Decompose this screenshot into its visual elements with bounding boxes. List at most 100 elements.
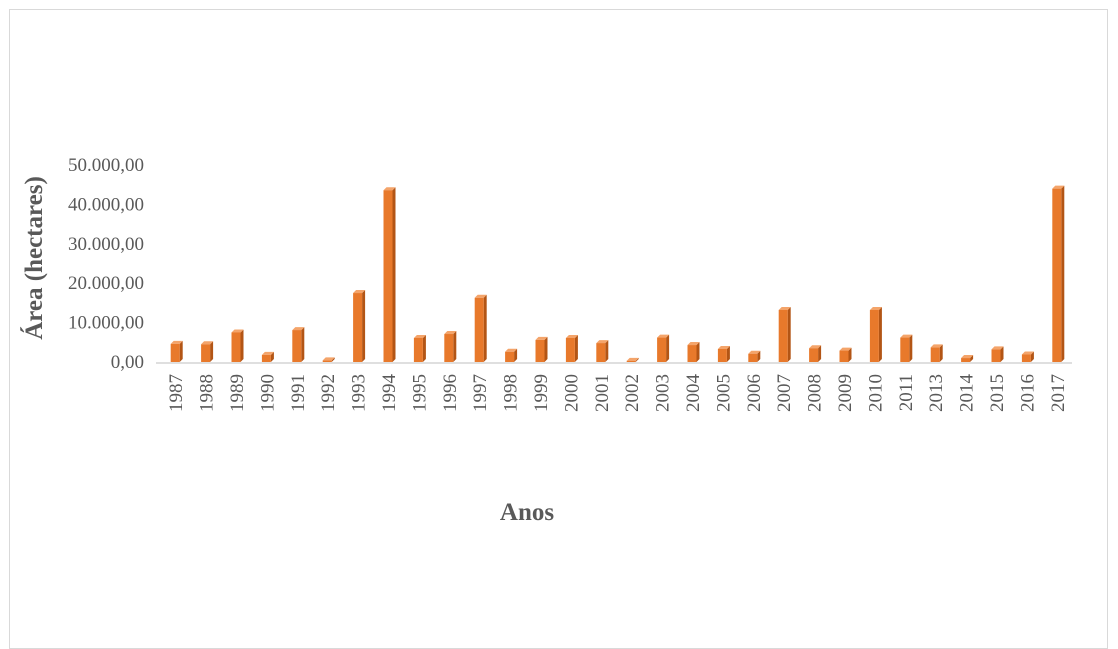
bar-top (1021, 351, 1034, 355)
x-tick-label: 1996 (440, 374, 461, 412)
x-tick-label: 2007 (774, 374, 795, 412)
x-tick-label: 1998 (501, 374, 522, 412)
y-axis-title: Área (hectares) (20, 176, 48, 340)
bar-top (839, 347, 852, 351)
x-axis-title: Anos (500, 499, 554, 526)
chart-frame (9, 9, 1108, 649)
x-tick-label: 2002 (622, 374, 643, 412)
x-tick-label: 2016 (1017, 374, 1038, 412)
bar-2003 (657, 334, 670, 362)
bar-front (1021, 354, 1031, 362)
y-tick-label: 40.000,00 (68, 194, 144, 215)
x-tick-label: 1999 (531, 374, 552, 412)
bar-1990 (261, 351, 274, 362)
bar-2011 (900, 334, 913, 362)
x-tick-label: 2014 (957, 374, 978, 413)
bar-side (635, 357, 639, 362)
bar-1987 (170, 340, 183, 362)
bar-front (444, 334, 454, 362)
bar-1988 (201, 341, 214, 362)
bar-side (240, 329, 244, 362)
bar-top (930, 344, 943, 348)
bar-side (270, 351, 274, 362)
bar-side (179, 340, 183, 362)
bar-front (474, 297, 484, 362)
bar-side (362, 290, 366, 362)
bar-2000 (565, 334, 578, 362)
bar-front (687, 345, 697, 362)
bar-2013 (930, 344, 943, 362)
bar-top (322, 357, 335, 361)
x-tick-label: 2005 (713, 374, 734, 412)
bar-top (292, 327, 305, 331)
bar-top (231, 329, 244, 333)
bar-top (413, 334, 426, 338)
x-tick-label: 1988 (197, 374, 218, 412)
bar-top (170, 340, 183, 344)
bar-top (961, 355, 974, 359)
bar-side (818, 345, 822, 362)
bar-2016 (1021, 351, 1034, 362)
x-tick-label: 1995 (409, 374, 430, 412)
bar-side (666, 334, 670, 362)
bar-front (505, 351, 515, 362)
x-tick-label: 1991 (288, 374, 309, 412)
bar-front (657, 337, 667, 362)
bar-2001 (596, 340, 609, 362)
bar-side (301, 327, 305, 362)
y-axis-title-group: Área (hectares) (20, 176, 48, 340)
bar-side (696, 342, 700, 362)
bar-side (909, 334, 913, 362)
y-tick-label: 30.000,00 (68, 234, 144, 255)
x-tick-label: 2003 (653, 374, 674, 412)
bar-top (353, 290, 366, 294)
bar-top (261, 351, 274, 355)
x-tick-label: 1993 (349, 374, 370, 412)
bar-1999 (535, 336, 548, 362)
bar-front (717, 348, 727, 362)
bar-front (869, 309, 879, 362)
bar-front (778, 309, 788, 362)
bar-front (322, 360, 332, 362)
bar-front (748, 353, 758, 362)
bar-top (778, 306, 791, 310)
bar-side (483, 294, 487, 362)
bar-front (626, 360, 636, 362)
bar-2004 (687, 342, 700, 362)
x-tick-label: 2013 (926, 374, 947, 412)
bar-2014 (961, 355, 974, 362)
bar-top (657, 334, 670, 338)
x-tick-label: 1990 (257, 374, 278, 412)
bar-top (505, 348, 518, 352)
bar-front (231, 332, 241, 362)
bar-side (422, 334, 426, 362)
bar-side (392, 187, 396, 362)
bar-top (444, 331, 457, 335)
bar-side (331, 357, 335, 362)
bar-2008 (809, 345, 822, 362)
bar-side (787, 306, 791, 362)
bar-front (961, 358, 971, 362)
bar-side (605, 340, 609, 362)
bar-top (201, 341, 214, 345)
x-tick-label: 2001 (592, 374, 613, 412)
x-tick-label: 2010 (865, 374, 886, 412)
bar-side (1061, 185, 1065, 362)
bar-2010 (869, 306, 882, 362)
bar-front (170, 343, 180, 362)
bar-top (809, 345, 822, 349)
x-tick-label: 2004 (683, 374, 704, 413)
bar-side (1030, 351, 1034, 362)
bar-side (848, 347, 852, 362)
bar-front (809, 348, 819, 362)
bar-front (839, 350, 849, 362)
bar-top (991, 346, 1004, 350)
x-tick-label: 2009 (835, 374, 856, 412)
bar-1997 (474, 294, 487, 362)
bar-top (474, 294, 487, 298)
x-tick-label: 2000 (561, 374, 582, 412)
bar-side (453, 331, 457, 362)
y-tick-label: 50.000,00 (68, 155, 144, 176)
bar-top (1052, 185, 1065, 189)
bar-top (596, 340, 609, 344)
